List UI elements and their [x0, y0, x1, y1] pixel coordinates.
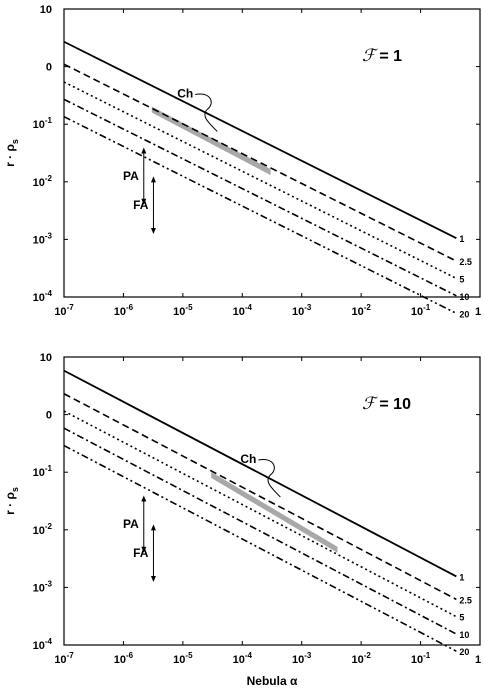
x-tick-label: 10-1	[411, 651, 431, 666]
ch-band	[151, 106, 271, 176]
fa-label: FA	[133, 198, 149, 212]
x-tick-label: 10-5	[173, 651, 193, 666]
series-end-label: 10	[459, 630, 469, 640]
y-tick-label: 0	[46, 62, 52, 74]
x-tick-label: 10-2	[351, 651, 371, 666]
series-end-label: 5	[459, 274, 464, 284]
x-tick-label: 10-6	[114, 651, 134, 666]
x-tick-label: 10-3	[292, 303, 312, 318]
ch-leader	[195, 93, 218, 132]
fa-label: FA	[133, 546, 149, 560]
arrow-head-down	[150, 575, 156, 582]
x-tick-label: 10-5	[173, 303, 193, 318]
series-end-label: 1	[459, 572, 464, 582]
ch-band	[211, 471, 338, 553]
series-end-label: 20	[459, 647, 469, 657]
x-tick-label: 1	[475, 306, 481, 318]
arrow-head-down	[141, 198, 147, 205]
series-line-2-5	[63, 63, 457, 262]
ch-label: Ch	[177, 86, 193, 100]
ch-label: Ch	[240, 452, 256, 466]
y-tick-label: 10-1	[33, 464, 53, 479]
x-tick-label: 1	[475, 654, 481, 666]
panel-f10: 10-7 10-6 10-5 10-4 10-3 10-2 10-1 1 10 0 10-1 10-2…	[3, 352, 481, 688]
series-end-label: 5	[459, 613, 464, 623]
arrow-head-up	[150, 524, 156, 531]
y-tick-label: 10	[40, 352, 52, 364]
ch-leader	[258, 459, 281, 498]
series-line-10	[63, 427, 457, 635]
series-line-20	[63, 115, 457, 315]
panel-label: ℱ = 10	[362, 394, 411, 413]
series-end-label: 10	[459, 292, 469, 302]
y-tick-label: 10-3	[33, 579, 53, 594]
series-end-label: 1	[459, 234, 464, 244]
series-line-1	[63, 40, 457, 239]
plot-frame	[63, 356, 481, 646]
y-tick-label: 10-1	[33, 116, 53, 131]
pa-label: PA	[123, 517, 139, 531]
x-axis-label: Nebula α	[247, 674, 298, 688]
y-tick-label: 10-4	[33, 637, 53, 652]
series-line-1	[63, 369, 457, 578]
x-tick-label: 10-4	[233, 303, 253, 318]
series-end-label: 2.5	[459, 257, 472, 267]
y-tick-label: 10	[40, 4, 52, 16]
arrow-head-down	[141, 546, 147, 553]
y-axis-label: r · ρs	[3, 139, 20, 167]
series-line-10	[63, 98, 457, 297]
pa-label: PA	[123, 169, 139, 183]
x-tick-label: 10-6	[114, 303, 134, 318]
x-tick-label: 10-7	[54, 651, 74, 666]
series-line-5	[63, 81, 457, 280]
panel-f1: 10-7 10-6 10-5 10-4 10-3 10-2 10-1 1 10 0 10-1 10-2…	[3, 4, 481, 319]
x-tick-label: 10-1	[411, 303, 431, 318]
y-tick-label: 0	[46, 410, 52, 422]
arrow-head-up	[150, 176, 156, 183]
x-tick-label: 10-4	[233, 651, 253, 666]
arrow-head-down	[150, 227, 156, 234]
arrow-head-up	[141, 495, 147, 502]
series-line-5	[63, 410, 457, 618]
y-tick-label: 10-3	[33, 231, 53, 246]
arrow-head-up	[141, 147, 147, 154]
x-tick-label: 10-3	[292, 651, 312, 666]
series-end-label: 20	[459, 309, 469, 319]
y-tick-label: 10-2	[33, 174, 53, 189]
x-tick-label: 10-7	[54, 303, 74, 318]
plot-frame	[63, 8, 481, 298]
y-axis-label: r · ρs	[3, 487, 20, 515]
series-line-2-5	[63, 393, 457, 601]
y-tick-label: 10-2	[33, 522, 53, 537]
panel-label: ℱ = 1	[362, 46, 402, 65]
series-line-20	[63, 444, 457, 652]
x-tick-label: 10-2	[351, 303, 371, 318]
y-tick-label: 10-4	[33, 289, 53, 304]
series-end-label: 2.5	[459, 595, 472, 605]
